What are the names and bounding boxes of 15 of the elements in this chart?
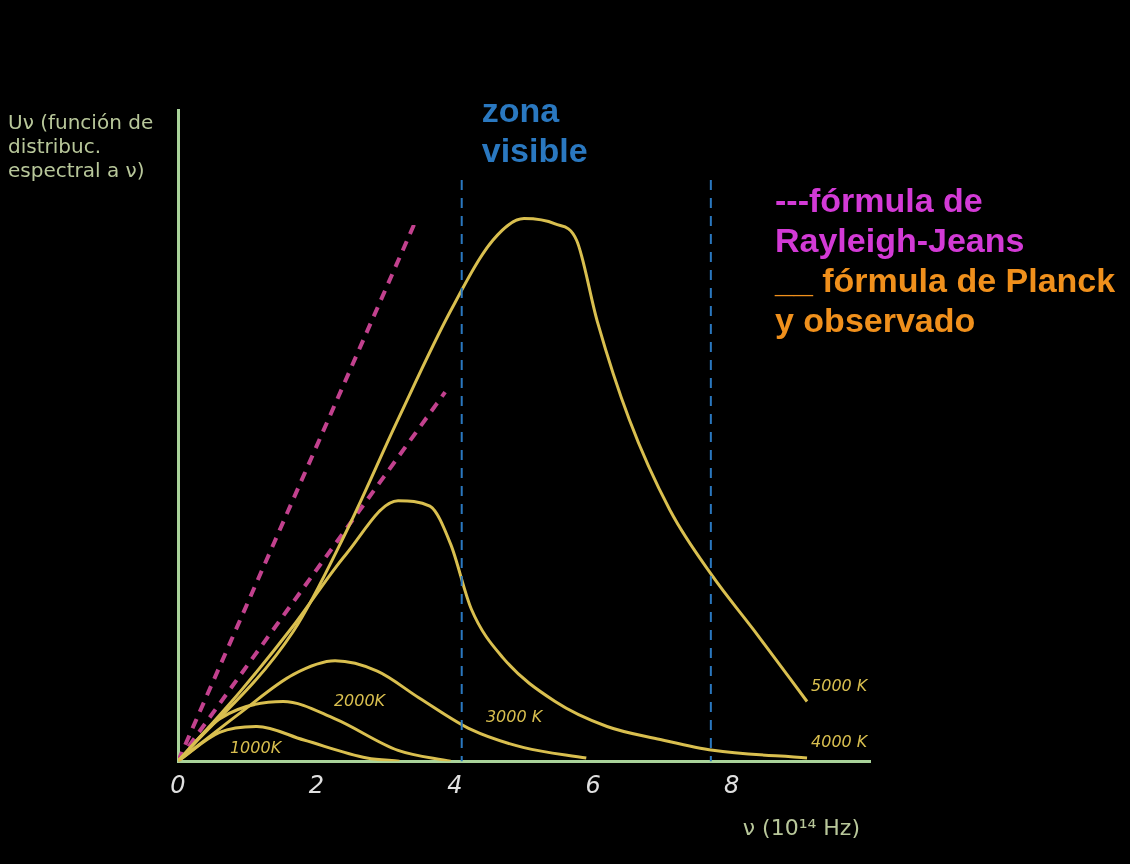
y-axis-title: Uν (función de distribuc. espectral a ν): [8, 110, 155, 182]
series-label: 2000K: [333, 691, 387, 711]
x-tick-label: 2: [308, 770, 325, 799]
ref-line-label: zona visible: [481, 91, 588, 170]
x-tick-label: 4: [447, 770, 463, 799]
series-label: 1000K: [229, 737, 283, 757]
x-axis-title: ν (10¹⁴ Hz): [742, 815, 860, 840]
annotation: __ fórmula de Planck y observado: [775, 260, 1117, 340]
series-label: 3000 K: [485, 707, 544, 727]
x-tick-label: 6: [585, 770, 601, 799]
annotation: ---fórmula de Rayleigh-Jeans: [775, 180, 1026, 260]
series-label: 4000 K: [811, 732, 869, 752]
series-label: 5000 K: [811, 675, 869, 695]
x-tick-label: 0: [170, 770, 186, 799]
x-tick-label: 8: [723, 770, 740, 799]
